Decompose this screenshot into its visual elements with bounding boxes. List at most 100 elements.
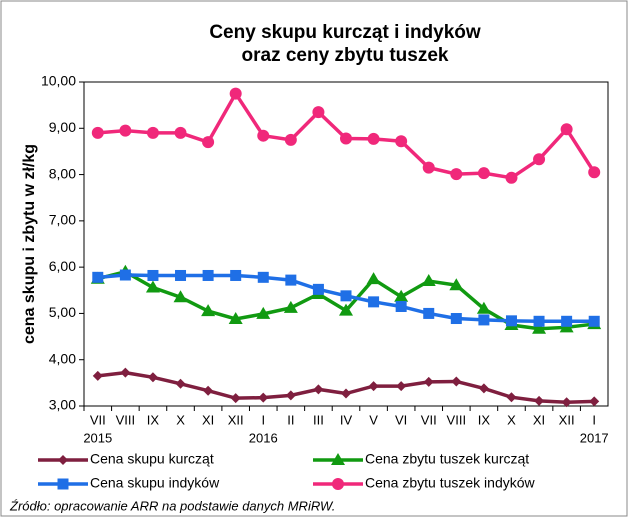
marker <box>394 289 409 302</box>
x-tick-label: IV <box>340 412 353 427</box>
marker <box>451 376 462 387</box>
marker <box>58 455 68 465</box>
x-tick-label: IX <box>147 412 160 427</box>
legend-label: Cena skupu kurcząt <box>90 451 214 467</box>
x-tick-label: XII <box>559 412 575 427</box>
marker <box>313 384 324 395</box>
marker <box>478 383 489 394</box>
marker <box>450 168 463 181</box>
marker <box>283 300 298 313</box>
marker <box>366 272 381 285</box>
y-tick-label: 5,00 <box>49 304 76 320</box>
chart-title: oraz ceny zbytu tuszek <box>242 45 449 66</box>
y-tick-label: 10,00 <box>41 73 76 89</box>
marker <box>92 271 104 283</box>
x-tick-label: VI <box>395 412 407 427</box>
plot-area <box>83 81 609 407</box>
marker <box>423 376 434 387</box>
marker <box>560 123 573 136</box>
legend-label: Cena zbytu tuszek kurcząt <box>365 451 529 467</box>
marker <box>506 392 517 403</box>
marker <box>57 478 69 490</box>
marker <box>174 126 187 139</box>
marker <box>450 313 462 325</box>
x-tick-label: V <box>369 412 378 427</box>
y-tick-label: 4,00 <box>49 350 76 366</box>
marker <box>331 453 345 465</box>
x-tick-label: VII <box>421 412 437 427</box>
marker <box>339 303 353 316</box>
marker <box>340 290 352 302</box>
x-tick-label: IX <box>478 412 491 427</box>
marker <box>395 300 407 312</box>
marker <box>230 269 242 281</box>
x-tick-label: XII <box>228 412 244 427</box>
x-tick-label: VIII <box>447 412 467 427</box>
marker <box>368 381 379 392</box>
marker <box>395 135 408 148</box>
x-tick-label: XI <box>533 412 545 427</box>
marker <box>368 296 380 308</box>
x-tick-label: II <box>287 412 294 427</box>
marker <box>92 370 103 381</box>
marker <box>505 171 518 184</box>
marker <box>422 161 435 174</box>
y-tick-label: 9,00 <box>49 119 76 135</box>
y-axis-label: cena skupu i zbytu w zł/kg <box>21 144 38 344</box>
marker <box>423 307 435 319</box>
marker <box>120 367 131 378</box>
marker <box>532 321 547 334</box>
marker <box>533 153 546 166</box>
y-tick-label: 7,00 <box>49 212 76 228</box>
marker <box>256 306 271 319</box>
year-label: 2016 <box>249 430 278 445</box>
marker <box>175 269 187 281</box>
marker <box>367 132 380 145</box>
marker <box>119 124 132 137</box>
marker <box>257 271 269 283</box>
marker <box>478 314 490 326</box>
source: Źródło: opracowanie ARR na podstawie dan… <box>9 498 335 513</box>
marker <box>396 381 407 392</box>
marker <box>421 274 436 287</box>
marker <box>257 129 270 142</box>
marker <box>505 315 517 327</box>
marker <box>147 372 158 383</box>
x-tick-label: VII <box>90 412 106 427</box>
marker <box>258 392 269 403</box>
marker <box>202 269 214 281</box>
marker <box>145 280 160 293</box>
marker <box>561 397 572 408</box>
x-tick-label: X <box>507 412 516 427</box>
marker <box>228 311 243 324</box>
marker <box>230 393 241 404</box>
y-tick-label: 8,00 <box>49 165 76 181</box>
marker <box>147 269 159 281</box>
marker <box>449 278 464 291</box>
marker <box>285 274 297 286</box>
marker <box>476 301 491 314</box>
marker <box>561 315 573 327</box>
x-tick-label: XI <box>202 412 214 427</box>
x-tick-label: VIII <box>116 412 136 427</box>
marker <box>534 395 545 406</box>
y-tick-label: 6,00 <box>49 258 76 274</box>
x-tick-label: III <box>313 412 324 427</box>
y-tick-label: 3,00 <box>49 397 76 413</box>
x-tick-label: I <box>592 412 596 427</box>
marker <box>312 283 324 295</box>
marker <box>332 478 344 490</box>
chart-title: Ceny skupu kurcząt i indyków <box>209 22 481 43</box>
x-tick-label: X <box>176 412 185 427</box>
marker <box>203 385 214 396</box>
marker <box>341 388 351 399</box>
marker <box>202 136 215 149</box>
marker <box>201 304 216 317</box>
marker <box>119 269 131 281</box>
marker <box>588 315 600 327</box>
marker <box>477 167 490 180</box>
marker <box>312 106 325 119</box>
x-tick-label: I <box>261 412 265 427</box>
year-label: 2017 <box>580 430 609 445</box>
